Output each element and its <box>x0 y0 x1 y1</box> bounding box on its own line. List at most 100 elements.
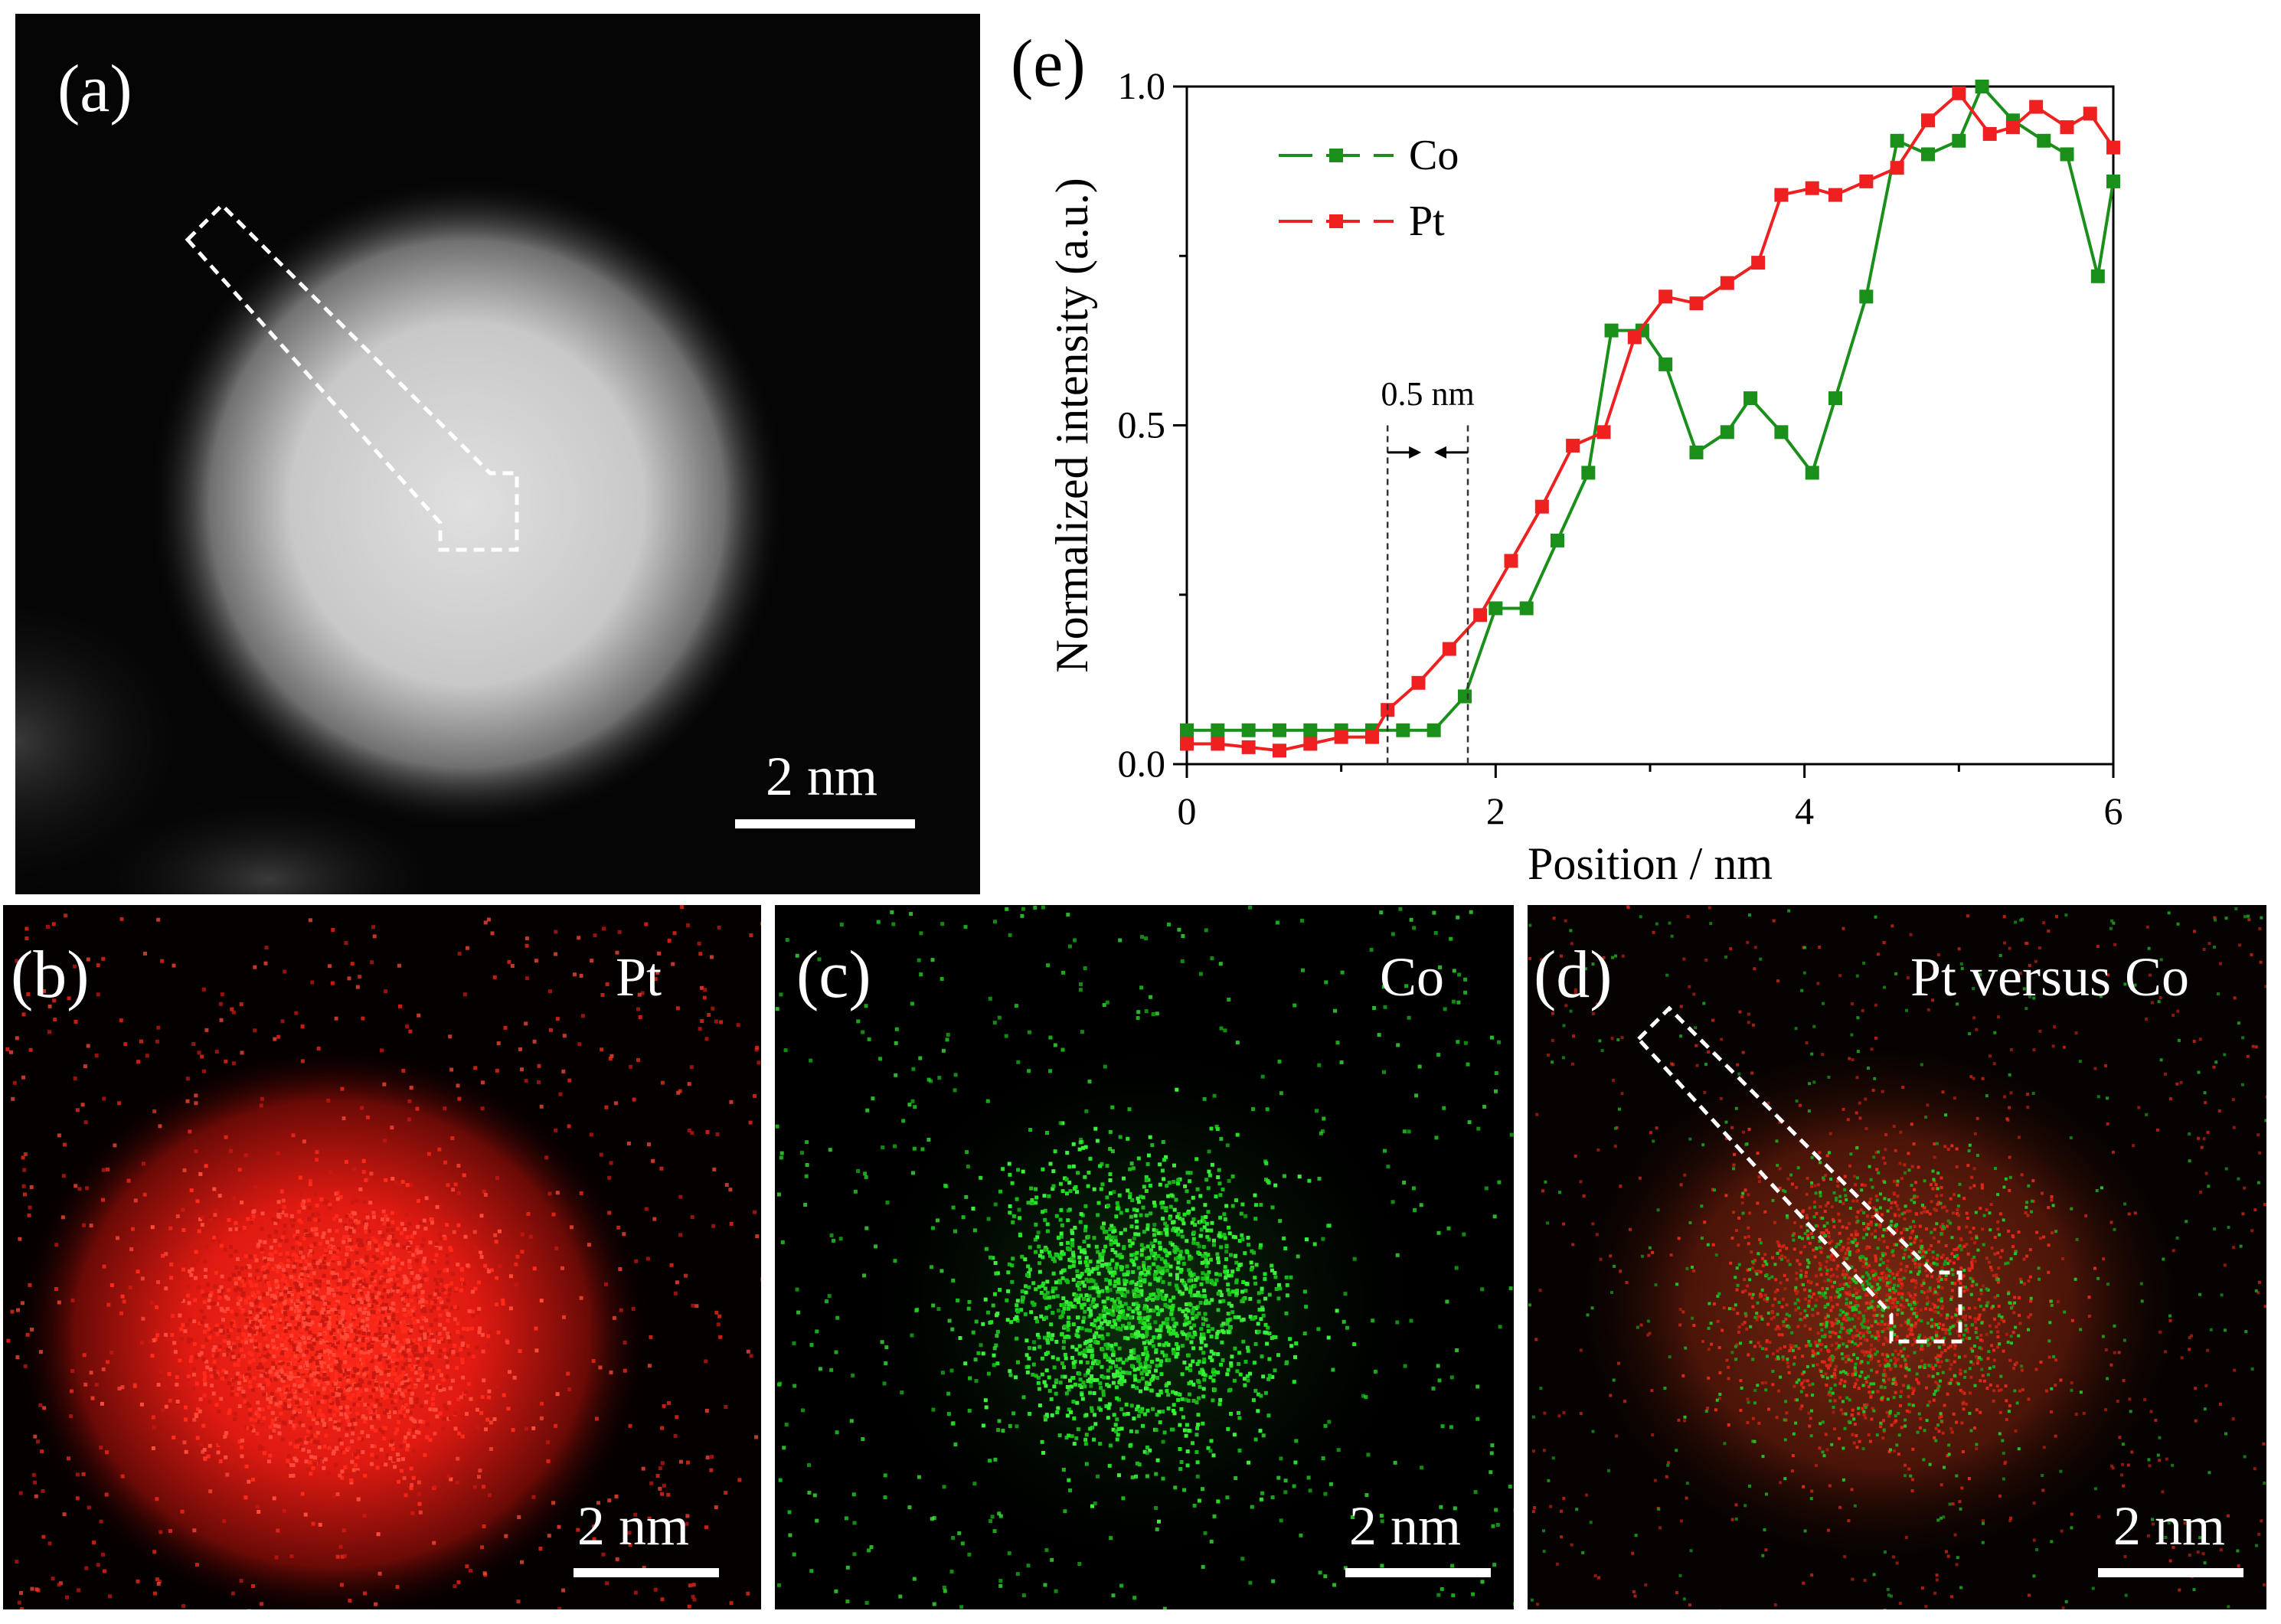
map-pixel <box>524 1079 528 1083</box>
map-pixel <box>270 1418 275 1423</box>
map-pixel <box>379 1338 384 1342</box>
map-pixel <box>360 1243 364 1247</box>
map-pixel <box>1209 1335 1214 1339</box>
map-pixel <box>200 1215 204 1220</box>
map-pixel <box>1210 1358 1214 1363</box>
map-pixel <box>323 1374 327 1379</box>
map-pixel <box>394 1398 398 1403</box>
map-pixel <box>387 1294 391 1299</box>
map-pixel <box>1158 1363 1163 1367</box>
map-pixel <box>561 1588 566 1593</box>
map-pixel <box>193 1298 198 1302</box>
map-pixel <box>433 1318 438 1322</box>
map-pixel <box>485 1417 490 1422</box>
map-pixel <box>236 1362 240 1367</box>
map-pixel <box>1206 1446 1211 1450</box>
map-pixel <box>306 1436 311 1441</box>
map-pixel <box>1168 1332 1173 1336</box>
panel-b-pt-map: (b) Pt 2 nm <box>3 905 761 1609</box>
map-pixel <box>1104 1404 1109 1408</box>
map-pixel <box>298 1397 302 1402</box>
map-pixel <box>264 946 269 950</box>
map-pixel <box>204 1323 209 1328</box>
map-pixel <box>1167 1329 1171 1334</box>
map-pixel <box>364 1255 369 1260</box>
map-pixel <box>1126 1306 1131 1310</box>
map-pixel <box>332 1449 336 1454</box>
map-pixel <box>414 1400 419 1404</box>
map-pixel <box>1195 1276 1200 1280</box>
map-pixel <box>242 1277 247 1282</box>
map-pixel <box>317 1445 322 1449</box>
map-pixel <box>232 1196 237 1201</box>
map-pixel <box>279 1411 283 1416</box>
map-pixel <box>1113 1283 1117 1288</box>
map-pixel <box>200 1289 204 1294</box>
map-pixel <box>1248 1315 1253 1319</box>
map-pixel <box>489 1420 493 1425</box>
map-pixel <box>1149 1251 1154 1256</box>
map-pixel <box>1204 1215 1208 1219</box>
map-pixel <box>1096 1317 1101 1322</box>
map-pixel <box>272 1496 276 1501</box>
map-pixel <box>367 1332 371 1336</box>
map-pixel <box>20 1301 25 1305</box>
map-pixel <box>341 1348 346 1353</box>
map-pixel <box>288 1406 292 1410</box>
map-pixel <box>240 1051 244 1055</box>
map-pixel <box>1100 1225 1104 1230</box>
map-pixel <box>433 1277 438 1282</box>
map-pixel <box>119 917 124 921</box>
map-pixel <box>335 1249 339 1253</box>
map-pixel <box>1147 1266 1152 1271</box>
map-pixel <box>366 1406 371 1410</box>
map-pixel <box>339 1441 344 1446</box>
map-pixel <box>459 1335 464 1339</box>
map-pixel <box>231 1341 236 1346</box>
map-pixel <box>1193 1293 1198 1298</box>
map-pixel <box>636 1057 640 1062</box>
map-pixel <box>554 1128 558 1132</box>
map-pixel <box>320 1364 325 1369</box>
map-pixel <box>1250 1249 1254 1253</box>
map-pixel <box>1077 1246 1082 1250</box>
map-pixel <box>194 1563 199 1567</box>
map-pixel <box>338 1473 342 1478</box>
map-pixel <box>1237 1263 1242 1267</box>
map-pixel <box>1115 1262 1119 1266</box>
map-pixel <box>286 1384 290 1389</box>
map-pixel <box>356 1449 361 1454</box>
map-pixel <box>1054 1280 1058 1285</box>
map-pixel <box>1201 1371 1206 1376</box>
map-pixel <box>277 1364 282 1369</box>
map-pixel <box>1152 1233 1156 1237</box>
map-pixel <box>1105 1309 1109 1313</box>
map-pixel <box>483 1268 488 1273</box>
map-pixel <box>201 1357 206 1361</box>
map-pixel <box>1235 1289 1240 1293</box>
map-pixel <box>195 1407 200 1411</box>
map-pixel <box>1164 1155 1168 1159</box>
map-pixel <box>467 1309 472 1313</box>
map-pixel <box>479 1410 484 1415</box>
map-pixel <box>462 1173 466 1178</box>
map-pixel <box>326 1302 331 1306</box>
map-pixel <box>306 1269 310 1274</box>
map-pixel <box>25 936 29 941</box>
map-pixel <box>200 1320 204 1325</box>
map-pixel <box>1266 1413 1271 1418</box>
map-pixel <box>1218 1215 1223 1220</box>
map-pixel <box>754 1435 759 1439</box>
map-pixel <box>704 1359 708 1364</box>
map-pixel <box>101 1552 106 1557</box>
map-pixel <box>1210 1298 1214 1302</box>
map-pixel <box>531 1495 536 1499</box>
map-pixel <box>408 1029 413 1034</box>
map-pixel <box>685 1460 690 1465</box>
map-pixel <box>1215 1127 1220 1131</box>
map-pixel <box>67 996 71 1001</box>
map-pixel <box>185 1099 190 1103</box>
map-pixel <box>262 1325 266 1329</box>
map-pixel <box>1100 1326 1105 1331</box>
map-pixel <box>1139 1253 1144 1257</box>
